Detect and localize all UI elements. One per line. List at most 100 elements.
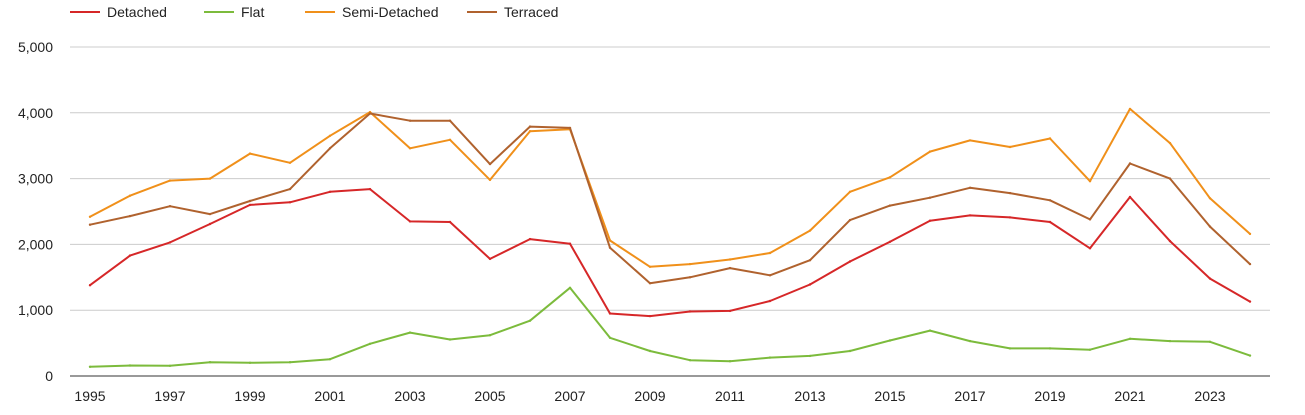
data-point-flat (168, 364, 172, 367)
data-point-semi-detached (648, 265, 652, 268)
data-point-detached (248, 203, 252, 207)
y-tick-label: 4,000 (18, 105, 53, 121)
data-point-detached (208, 222, 212, 226)
y-tick-label: 1,000 (18, 302, 53, 318)
series-terraced (88, 112, 1252, 285)
data-point-terraced (288, 187, 292, 191)
data-point-terraced (1248, 262, 1252, 266)
data-point-terraced (1048, 199, 1052, 202)
data-point-semi-detached (88, 215, 92, 218)
data-point-terraced (648, 282, 652, 285)
legend-item-semi-detached[interactable]: Semi-Detached (305, 4, 439, 20)
data-point-terraced (128, 214, 132, 218)
data-point-terraced (1168, 177, 1172, 180)
data-point-detached (88, 284, 92, 287)
data-point-semi-detached (1208, 197, 1212, 200)
data-point-terraced (1128, 162, 1132, 165)
series-detached (88, 187, 1252, 318)
y-axis: 0 1,000 2,000 3,000 4,000 5,000 (18, 39, 53, 384)
legend-item-terraced[interactable]: Terraced (467, 4, 558, 20)
x-tick-label: 1999 (234, 388, 265, 404)
x-tick-label: 2007 (554, 388, 585, 404)
legend-item-detached[interactable]: Detached (70, 4, 167, 20)
data-point-semi-detached (768, 251, 772, 255)
data-point-semi-detached (1128, 107, 1132, 111)
data-point-semi-detached (408, 147, 412, 150)
data-point-terraced (88, 223, 92, 226)
data-point-semi-detached (448, 138, 452, 141)
gridlines (70, 46, 1270, 377)
data-point-detached (888, 240, 892, 243)
data-point-detached (488, 257, 492, 261)
data-point-flat (488, 334, 492, 337)
data-point-flat (208, 361, 212, 364)
data-point-detached (1168, 239, 1172, 243)
y-tick-label: 2,000 (18, 236, 53, 252)
data-point-flat (968, 339, 972, 343)
data-point-semi-detached (168, 179, 172, 182)
x-tick-label: 2013 (794, 388, 825, 404)
data-point-terraced (1008, 191, 1012, 195)
y-tick-label: 5,000 (18, 39, 53, 55)
series-line-terraced (89, 112, 1251, 285)
legend-item-flat[interactable]: Flat (204, 4, 264, 20)
data-point-semi-detached (808, 229, 812, 232)
data-point-terraced (488, 162, 492, 166)
data-point-terraced (408, 119, 412, 122)
data-point-semi-detached (1088, 180, 1092, 183)
data-point-semi-detached (1248, 232, 1252, 236)
x-axis: 1995 1997 1999 2001 2003 2005 2007 2009 2011 2013… (74, 388, 1225, 404)
x-tick-label: 2023 (1194, 388, 1225, 404)
data-point-flat (1088, 348, 1092, 351)
data-point-detached (328, 190, 332, 193)
data-point-semi-detached (528, 130, 532, 133)
data-point-flat (648, 349, 652, 353)
data-point-detached (168, 241, 172, 244)
data-point-flat (448, 338, 452, 341)
series-line-detached (89, 188, 1251, 318)
series-flat (88, 286, 1252, 368)
data-point-detached (648, 314, 652, 318)
data-point-detached (568, 242, 572, 245)
data-point-detached (768, 299, 772, 303)
data-point-detached (1008, 216, 1012, 219)
data-point-detached (928, 219, 932, 222)
data-point-detached (1128, 195, 1132, 199)
data-point-detached (968, 214, 972, 217)
data-point-flat (368, 342, 372, 345)
data-point-detached (1248, 300, 1252, 303)
legend-label: Semi-Detached (342, 4, 439, 20)
data-point-semi-detached (688, 262, 692, 266)
data-point-detached (608, 312, 612, 315)
data-point-detached (448, 220, 452, 224)
data-point-detached (288, 201, 292, 204)
data-point-terraced (448, 119, 452, 122)
data-point-terraced (1208, 225, 1212, 228)
y-tick-label: 3,000 (18, 171, 53, 187)
data-point-terraced (528, 125, 532, 128)
data-point-semi-detached (968, 139, 972, 142)
data-point-terraced (688, 276, 692, 279)
data-point-terraced (568, 126, 572, 130)
data-point-flat (1128, 337, 1132, 340)
x-tick-label: 2011 (715, 388, 745, 404)
data-point-flat (1248, 354, 1252, 357)
data-point-semi-detached (288, 161, 292, 164)
data-point-terraced (168, 205, 172, 208)
data-point-flat (808, 354, 812, 358)
data-point-semi-detached (328, 134, 332, 137)
data-point-semi-detached (128, 194, 132, 197)
legend-label: Detached (107, 4, 167, 20)
data-point-terraced (328, 147, 332, 150)
data-point-detached (368, 187, 372, 191)
data-point-flat (88, 365, 92, 368)
data-point-semi-detached (488, 178, 492, 182)
data-point-detached (408, 220, 412, 223)
data-point-detached (1208, 277, 1212, 280)
data-point-flat (608, 336, 612, 339)
data-point-terraced (728, 266, 732, 270)
data-point-flat (1168, 339, 1172, 343)
data-point-flat (1208, 340, 1212, 343)
